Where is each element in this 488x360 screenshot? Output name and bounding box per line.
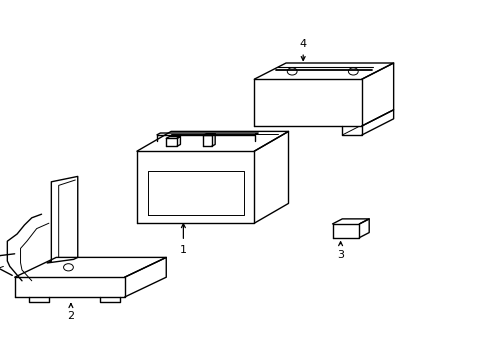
Text: 2: 2 (67, 311, 74, 321)
Text: 1: 1 (180, 245, 186, 255)
Text: 4: 4 (299, 39, 306, 49)
Text: 3: 3 (336, 250, 344, 260)
